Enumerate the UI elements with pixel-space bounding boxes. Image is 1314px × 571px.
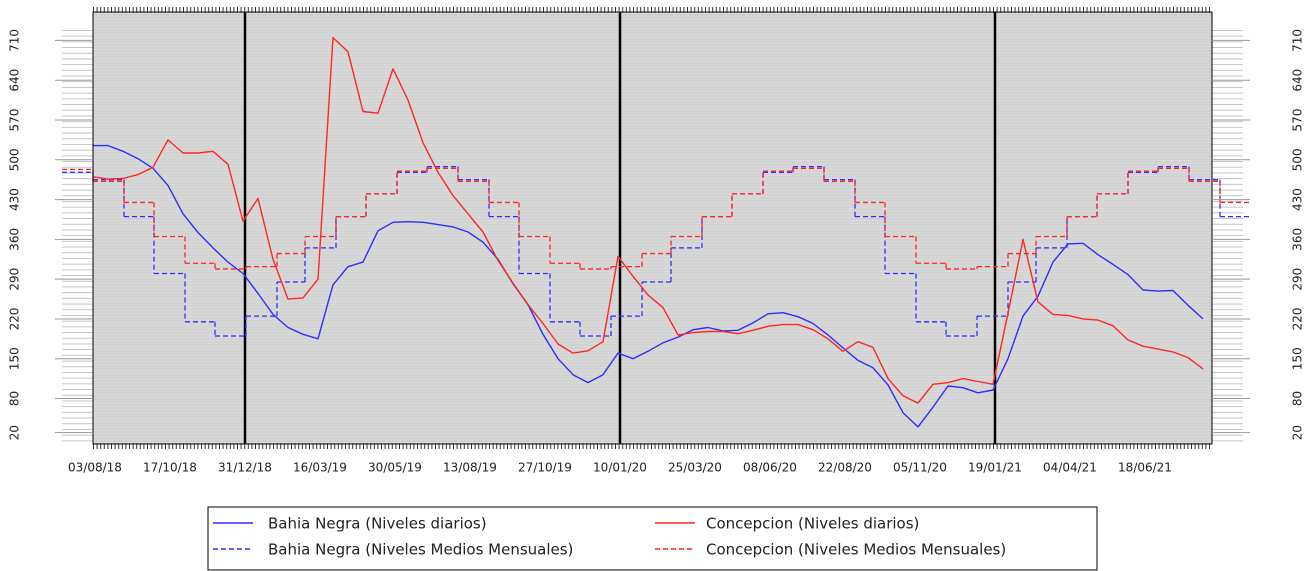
y-tick-label-right: 710 xyxy=(1291,29,1305,52)
y-tick-label: 20 xyxy=(8,425,22,440)
y-tick-label-right: 360 xyxy=(1291,228,1305,251)
plot-border xyxy=(92,11,1213,445)
y-tick-label-right: 220 xyxy=(1291,307,1305,330)
y-tick-label: 220 xyxy=(8,307,22,330)
daily-line xyxy=(92,36,1204,404)
y-tick-label: 150 xyxy=(8,347,22,370)
x-tick-label: 04/04/21 xyxy=(1043,461,1097,475)
x-tick-label: 13/08/19 xyxy=(443,461,497,475)
x-tick-label: 17/10/18 xyxy=(143,461,197,475)
legend-label: Bahia Negra (Niveles Medios Mensuales) xyxy=(268,541,573,559)
y-tick-label-right: 290 xyxy=(1291,268,1305,291)
y-tick-label: 290 xyxy=(8,268,22,291)
x-tick-label: 03/08/18 xyxy=(68,461,122,475)
x-tick-label: 31/12/18 xyxy=(218,461,272,475)
y-tick-label-right: 500 xyxy=(1291,148,1305,171)
y-tick-label-right: 150 xyxy=(1291,347,1305,370)
y-tick-label: 500 xyxy=(8,148,22,171)
plot-background xyxy=(93,12,1212,444)
legend-box xyxy=(207,506,1098,571)
x-tick-label: 18/06/21 xyxy=(1118,461,1172,475)
y-tick-label: 360 xyxy=(8,228,22,251)
legend-label: Concepcion (Niveles diarios) xyxy=(706,515,919,533)
legend-label: Concepcion (Niveles Medios Mensuales) xyxy=(706,541,1006,559)
minor-ticks-right xyxy=(1212,30,1243,444)
y-tick-label-right: 430 xyxy=(1291,188,1305,211)
y-tick-label-right: 20 xyxy=(1291,425,1305,440)
x-tick-label: 22/08/20 xyxy=(818,461,872,475)
x-tick-label: 16/03/19 xyxy=(293,461,347,475)
x-tick-label: 08/06/20 xyxy=(743,461,797,475)
y-tick-label: 710 xyxy=(8,29,22,52)
y-tick-label-right: 80 xyxy=(1291,391,1305,406)
daily-line xyxy=(93,144,1204,428)
minor-ticks-left xyxy=(62,30,93,444)
y-tick-label: 640 xyxy=(8,69,22,92)
legend-label: Bahia Negra (Niveles diarios) xyxy=(268,515,487,533)
x-tick-label: 27/10/19 xyxy=(518,461,572,475)
x-tick-label: 10/01/20 xyxy=(593,461,647,475)
x-tick-label: 19/01/21 xyxy=(968,461,1022,475)
x-tick-label: 30/05/19 xyxy=(368,461,422,475)
y-tick-label: 80 xyxy=(8,391,22,406)
y-tick-label-right: 640 xyxy=(1291,69,1305,92)
y-tick-label-right: 570 xyxy=(1291,109,1305,132)
y-tick-label: 570 xyxy=(8,109,22,132)
x-tick-label: 25/03/20 xyxy=(668,461,722,475)
x-tick-label: 05/11/20 xyxy=(893,461,947,475)
y-tick-label: 430 xyxy=(8,188,22,211)
